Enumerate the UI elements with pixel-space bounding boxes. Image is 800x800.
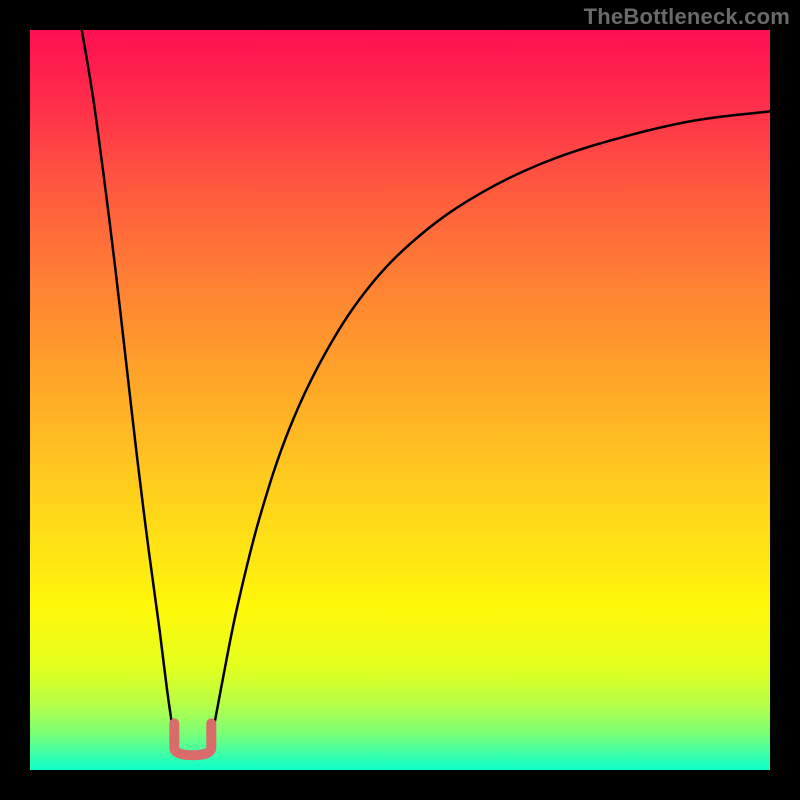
chart-stage: TheBottleneck.com xyxy=(0,0,800,800)
gradient-background xyxy=(30,30,770,770)
bottleneck-chart-svg xyxy=(0,0,800,800)
watermark-text: TheBottleneck.com xyxy=(584,4,790,30)
